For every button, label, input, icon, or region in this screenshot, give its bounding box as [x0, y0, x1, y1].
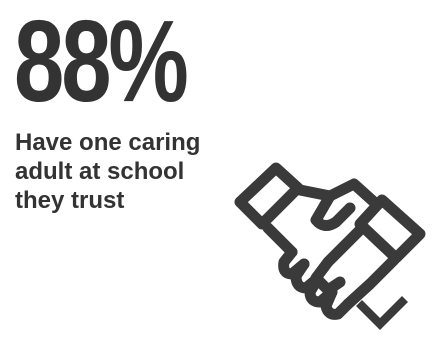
caption-line-2: adult at school — [15, 158, 185, 185]
stat-percentage: 88% — [14, 0, 189, 126]
caption-line-3: they trust — [15, 187, 125, 214]
stat-caption: Have one caring adult at school they tru… — [15, 128, 275, 215]
handshake-icon — [234, 162, 426, 330]
caption-line-1: Have one caring — [15, 129, 201, 156]
